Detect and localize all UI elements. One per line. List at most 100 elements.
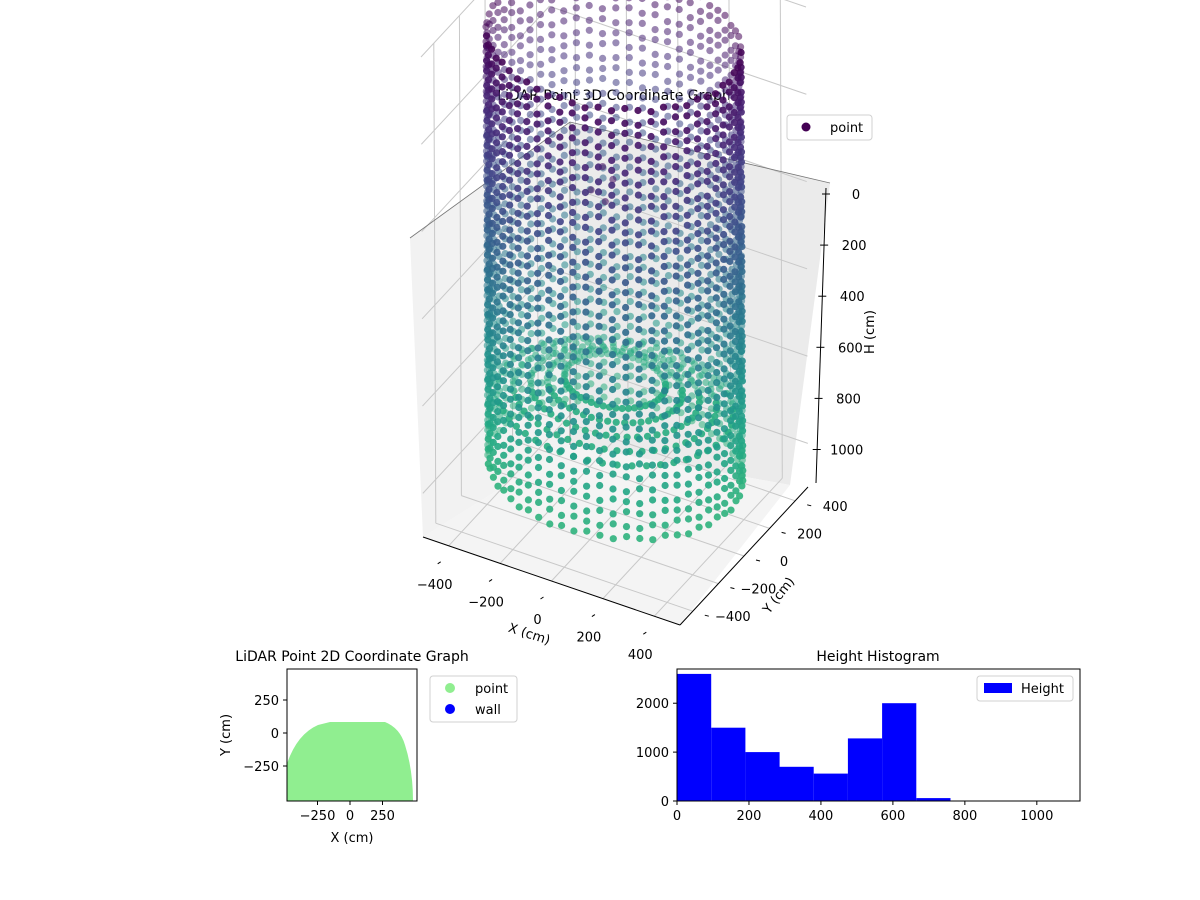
point-marker — [485, 210, 493, 218]
point-marker — [498, 58, 506, 66]
point-marker — [534, 404, 542, 412]
grid-line — [653, 477, 783, 617]
point-marker — [608, 131, 616, 140]
point-marker — [533, 170, 541, 178]
point-marker — [683, 112, 691, 120]
point-marker — [703, 227, 712, 235]
point-marker — [569, 198, 577, 206]
point-marker — [568, 134, 576, 142]
point-marker — [492, 64, 500, 72]
point-marker — [625, 54, 633, 62]
point-marker — [570, 477, 578, 485]
point-marker — [731, 168, 739, 176]
point-marker — [647, 142, 655, 151]
point-marker — [634, 191, 643, 199]
point-marker — [505, 151, 514, 159]
point-marker — [719, 81, 727, 89]
point-marker — [731, 193, 739, 201]
point-marker — [730, 153, 739, 161]
point-marker — [672, 297, 680, 305]
point-marker — [647, 108, 655, 116]
point-marker — [673, 382, 681, 390]
point-marker — [635, 400, 643, 408]
point-marker — [557, 437, 565, 445]
point-marker — [493, 373, 502, 381]
point-marker — [540, 340, 548, 349]
point-marker — [673, 481, 681, 489]
point-marker — [707, 246, 715, 254]
point-marker — [621, 104, 629, 113]
point-marker — [570, 452, 578, 460]
point-marker — [568, 124, 576, 132]
point-marker — [648, 386, 656, 394]
point-marker — [506, 216, 514, 224]
point-marker — [548, 21, 556, 29]
point-marker — [489, 389, 497, 397]
point-marker — [583, 507, 591, 515]
point-marker — [594, 118, 602, 126]
point-marker — [649, 496, 657, 504]
point-marker — [676, 120, 684, 128]
point-marker — [596, 521, 604, 529]
point-marker — [493, 223, 501, 232]
point-marker — [489, 314, 497, 322]
point-marker — [545, 296, 553, 304]
point-marker — [703, 177, 711, 185]
point-marker — [561, 211, 569, 219]
point-marker — [727, 466, 735, 474]
point-marker — [712, 159, 720, 168]
point-marker — [706, 36, 714, 45]
point-marker — [505, 67, 513, 75]
point-marker — [726, 222, 734, 231]
point-marker — [726, 372, 735, 380]
point-marker — [719, 96, 727, 104]
point-marker — [581, 164, 589, 172]
point-marker — [638, 19, 646, 27]
histogram-bar — [779, 766, 814, 801]
point-marker — [524, 396, 532, 404]
scatter-2d-region — [287, 722, 413, 801]
point-marker — [596, 531, 604, 539]
point-marker — [704, 396, 712, 404]
point-marker — [613, 308, 621, 316]
point-marker — [608, 266, 616, 274]
point-marker — [558, 521, 566, 530]
grid-line — [538, 412, 796, 502]
point-marker — [647, 157, 655, 165]
point-marker — [706, 136, 714, 144]
point-marker — [483, 226, 491, 234]
point-marker — [714, 16, 722, 24]
point-marker — [679, 360, 687, 368]
point-marker — [556, 267, 565, 276]
point-marker — [535, 488, 543, 496]
point-marker — [694, 279, 702, 287]
point-marker — [660, 228, 668, 236]
point-marker — [696, 372, 704, 380]
point-marker — [588, 443, 596, 451]
point-marker — [560, 346, 568, 355]
point-marker — [622, 373, 630, 381]
point-marker — [596, 506, 604, 514]
point-marker — [569, 333, 577, 341]
point-marker — [684, 480, 693, 488]
point-marker — [626, 188, 634, 196]
y-tick-label-3d: −200 — [741, 583, 777, 598]
point-marker — [524, 481, 532, 489]
point-marker — [636, 524, 644, 533]
point-marker — [697, 261, 706, 269]
point-marker — [684, 281, 692, 289]
point-marker — [546, 520, 554, 528]
point-marker — [535, 513, 543, 521]
point-marker — [648, 436, 656, 444]
point-marker — [612, 64, 620, 72]
point-marker — [526, 1, 534, 9]
point-marker — [673, 406, 681, 415]
point-marker — [648, 426, 656, 434]
point-marker — [493, 348, 501, 356]
point-marker — [731, 268, 739, 276]
point-marker — [506, 166, 514, 174]
point-marker — [672, 163, 680, 171]
point-marker — [523, 93, 531, 101]
point-marker — [544, 187, 553, 195]
point-marker — [683, 261, 692, 269]
